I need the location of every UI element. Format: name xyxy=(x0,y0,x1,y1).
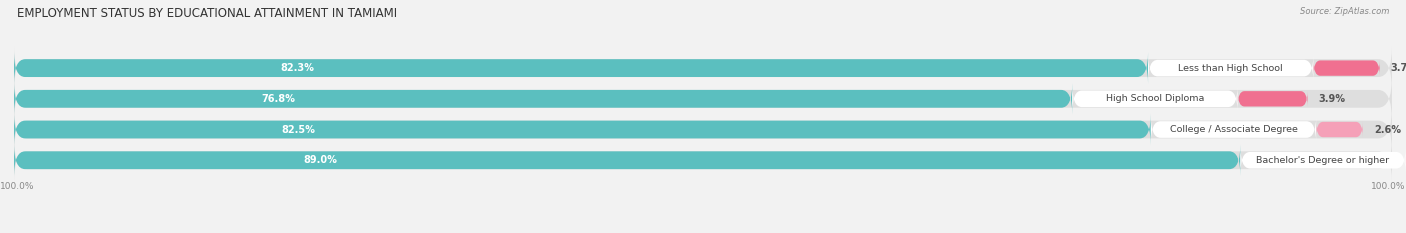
Text: Source: ZipAtlas.com: Source: ZipAtlas.com xyxy=(1299,7,1389,16)
FancyBboxPatch shape xyxy=(1073,86,1237,112)
FancyBboxPatch shape xyxy=(14,114,1152,145)
Text: 76.8%: 76.8% xyxy=(262,94,295,104)
FancyBboxPatch shape xyxy=(1240,147,1406,173)
Text: Bachelor's Degree or higher: Bachelor's Degree or higher xyxy=(1257,156,1389,165)
Text: High School Diploma: High School Diploma xyxy=(1105,94,1204,103)
Text: 89.0%: 89.0% xyxy=(304,155,337,165)
FancyBboxPatch shape xyxy=(14,77,1392,121)
Text: Less than High School: Less than High School xyxy=(1178,64,1284,73)
Text: College / Associate Degree: College / Associate Degree xyxy=(1170,125,1298,134)
FancyBboxPatch shape xyxy=(1313,60,1379,76)
FancyBboxPatch shape xyxy=(14,138,1392,182)
Text: 3.9%: 3.9% xyxy=(1319,94,1346,104)
FancyBboxPatch shape xyxy=(1149,55,1313,81)
FancyBboxPatch shape xyxy=(1152,116,1316,143)
Text: 3.7%: 3.7% xyxy=(1391,63,1406,73)
FancyBboxPatch shape xyxy=(14,46,1392,90)
FancyBboxPatch shape xyxy=(1237,91,1308,106)
Text: 82.3%: 82.3% xyxy=(281,63,315,73)
Text: 82.5%: 82.5% xyxy=(281,124,315,134)
FancyBboxPatch shape xyxy=(14,52,1149,84)
FancyBboxPatch shape xyxy=(14,108,1392,151)
Text: 100.0%: 100.0% xyxy=(0,182,35,191)
Text: EMPLOYMENT STATUS BY EDUCATIONAL ATTAINMENT IN TAMIAMI: EMPLOYMENT STATUS BY EDUCATIONAL ATTAINM… xyxy=(17,7,396,20)
FancyBboxPatch shape xyxy=(14,144,1240,176)
FancyBboxPatch shape xyxy=(1316,122,1362,137)
Text: 100.0%: 100.0% xyxy=(1371,182,1406,191)
Text: 2.6%: 2.6% xyxy=(1374,124,1400,134)
FancyBboxPatch shape xyxy=(14,83,1073,114)
